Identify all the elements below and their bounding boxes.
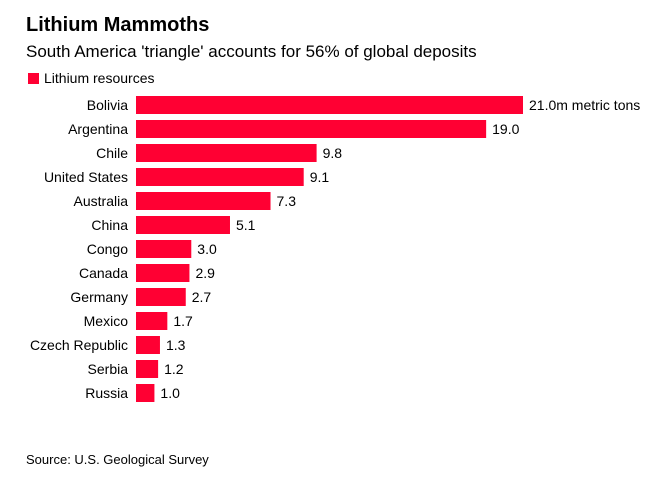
bar [136, 120, 487, 138]
category-label: Bolivia [87, 97, 128, 113]
value-label: 2.9 [195, 265, 215, 281]
value-label: 2.7 [192, 289, 212, 305]
category-label: Argentina [68, 121, 128, 137]
bar [136, 240, 192, 258]
bar [136, 288, 186, 306]
bar [136, 96, 523, 114]
category-label: Chile [96, 145, 128, 161]
value-label: 1.2 [164, 361, 184, 377]
value-label: 3.0 [197, 241, 217, 257]
category-label: Australia [74, 193, 129, 209]
bar [136, 216, 230, 234]
value-label: 9.1 [310, 169, 330, 185]
category-label: Serbia [88, 361, 129, 377]
chart-subtitle: South America 'triangle' accounts for 56… [26, 42, 477, 61]
bar [136, 144, 317, 162]
value-label: 1.0 [160, 385, 180, 401]
category-label: United States [44, 169, 128, 185]
value-label: 7.3 [277, 193, 297, 209]
value-label: 21.0m metric tons [529, 97, 640, 113]
category-label: Congo [87, 241, 128, 257]
bar [136, 264, 190, 282]
value-label: 19.0 [492, 121, 519, 137]
source-note: Source: U.S. Geological Survey [26, 452, 209, 467]
category-label: China [91, 217, 128, 233]
bar [136, 312, 168, 330]
bar [136, 168, 304, 186]
legend-label: Lithium resources [44, 70, 155, 86]
category-label: Canada [79, 265, 128, 281]
category-label: Germany [70, 289, 128, 305]
chart-title: Lithium Mammoths [26, 14, 210, 36]
bar [136, 360, 159, 378]
category-label: Russia [85, 385, 128, 401]
value-label: 5.1 [236, 217, 256, 233]
category-label: Czech Republic [30, 337, 128, 353]
category-label: Mexico [84, 313, 129, 329]
bar [136, 192, 271, 210]
bar [136, 336, 160, 354]
legend-swatch [28, 72, 39, 84]
value-label: 1.7 [173, 313, 193, 329]
legend: Lithium resources [28, 70, 155, 86]
value-label: 9.8 [323, 145, 343, 161]
bar [136, 384, 155, 402]
value-label: 1.3 [166, 337, 186, 353]
